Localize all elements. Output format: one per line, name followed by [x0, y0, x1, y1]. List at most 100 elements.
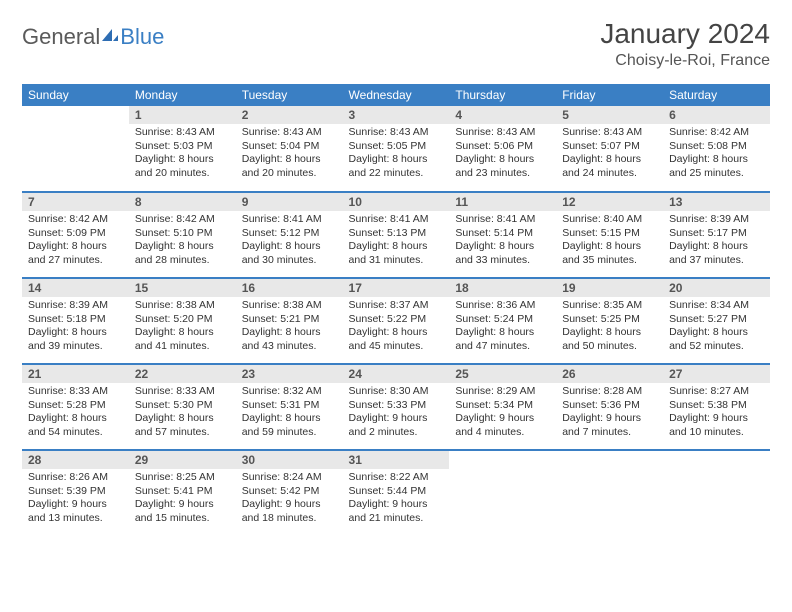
- calendar-day-cell: [22, 106, 129, 192]
- daylight-text: Daylight: 8 hours and 37 minutes.: [669, 240, 764, 267]
- calendar-day-cell: 1Sunrise: 8:43 AMSunset: 5:03 PMDaylight…: [129, 106, 236, 192]
- day-number: 24: [343, 365, 450, 383]
- day-number: 22: [129, 365, 236, 383]
- sunrise-text: Sunrise: 8:37 AM: [349, 299, 444, 313]
- day-number: 18: [449, 279, 556, 297]
- day-details: Sunrise: 8:30 AMSunset: 5:33 PMDaylight:…: [343, 383, 450, 444]
- sunset-text: Sunset: 5:13 PM: [349, 227, 444, 241]
- calendar-week-row: 1 Sunrise: 8:43 AM Sunset: 5:03 PM Daylight…: [22, 106, 770, 192]
- weekday-header: Wednesday: [343, 84, 450, 106]
- sunset-text: Sunset: 5:22 PM: [349, 313, 444, 327]
- day-details: Sunrise: 8:22 AMSunset: 5:44 PMDaylight:…: [343, 469, 450, 530]
- weekday-header: Friday: [556, 84, 663, 106]
- sunset-text: Sunset: 5:31 PM: [242, 399, 337, 413]
- day-number: 17: [343, 279, 450, 297]
- daylight-text: Daylight: 8 hours and 52 minutes.: [669, 326, 764, 353]
- calendar-day-cell: 6Sunrise: 8:42 AMSunset: 5:08 PMDaylight…: [663, 106, 770, 192]
- day-details: Sunrise: 8:27 AMSunset: 5:38 PMDaylight:…: [663, 383, 770, 444]
- calendar-day-cell: 9Sunrise: 8:41 AMSunset: 5:12 PMDaylight…: [236, 192, 343, 278]
- calendar-day-cell: [663, 450, 770, 536]
- daylight-text: Daylight: 8 hours and 35 minutes.: [562, 240, 657, 267]
- daylight-text: Daylight: 9 hours and 15 minutes.: [135, 498, 230, 525]
- sunrise-text: Sunrise: 8:32 AM: [242, 385, 337, 399]
- calendar-day-cell: 30Sunrise: 8:24 AMSunset: 5:42 PMDayligh…: [236, 450, 343, 536]
- calendar-day-cell: 25Sunrise: 8:29 AMSunset: 5:34 PMDayligh…: [449, 364, 556, 450]
- daylight-text: Daylight: 8 hours and 24 minutes.: [562, 153, 657, 180]
- day-details: Sunrise: 8:40 AMSunset: 5:15 PMDaylight:…: [556, 211, 663, 272]
- daylight-text: Daylight: 8 hours and 43 minutes.: [242, 326, 337, 353]
- daylight-text: Daylight: 8 hours and 59 minutes.: [242, 412, 337, 439]
- day-number: 29: [129, 451, 236, 469]
- day-details: Sunrise: 8:26 AMSunset: 5:39 PMDaylight:…: [22, 469, 129, 530]
- day-details: Sunrise: 8:42 AMSunset: 5:10 PMDaylight:…: [129, 211, 236, 272]
- day-number: 26: [556, 365, 663, 383]
- sunrise-text: Sunrise: 8:42 AM: [135, 213, 230, 227]
- sunrise-text: Sunrise: 8:27 AM: [669, 385, 764, 399]
- day-details: Sunrise: 8:42 AMSunset: 5:09 PMDaylight:…: [22, 211, 129, 272]
- location-label: Choisy-le-Roi, France: [600, 52, 770, 70]
- sunset-text: Sunset: 5:09 PM: [28, 227, 123, 241]
- sunset-text: Sunset: 5:21 PM: [242, 313, 337, 327]
- calendar-week-row: 7Sunrise: 8:42 AMSunset: 5:09 PMDaylight…: [22, 192, 770, 278]
- weekday-header: Monday: [129, 84, 236, 106]
- title-block: January 2024 Choisy-le-Roi, France: [600, 18, 770, 70]
- daylight-text: Daylight: 8 hours and 39 minutes.: [28, 326, 123, 353]
- sunset-text: Sunset: 5:20 PM: [135, 313, 230, 327]
- calendar-day-cell: 8Sunrise: 8:42 AMSunset: 5:10 PMDaylight…: [129, 192, 236, 278]
- day-number: 11: [449, 193, 556, 211]
- calendar-header-row: SundayMondayTuesdayWednesdayThursdayFrid…: [22, 84, 770, 106]
- sunset-text: Sunset: 5:06 PM: [455, 140, 550, 154]
- sunrise-text: Sunrise: 8:26 AM: [28, 471, 123, 485]
- day-details: Sunrise: 8:36 AMSunset: 5:24 PMDaylight:…: [449, 297, 556, 358]
- month-title: January 2024: [600, 18, 770, 50]
- day-number: 25: [449, 365, 556, 383]
- sunset-text: Sunset: 5:25 PM: [562, 313, 657, 327]
- day-details: Sunrise: 8:24 AMSunset: 5:42 PMDaylight:…: [236, 469, 343, 530]
- sunset-text: Sunset: 5:04 PM: [242, 140, 337, 154]
- day-details: Sunrise: 8:39 AMSunset: 5:17 PMDaylight:…: [663, 211, 770, 272]
- calendar-day-cell: 19Sunrise: 8:35 AMSunset: 5:25 PMDayligh…: [556, 278, 663, 364]
- day-details: Sunrise: 8:34 AMSunset: 5:27 PMDaylight:…: [663, 297, 770, 358]
- sunset-text: Sunset: 5:03 PM: [135, 140, 230, 154]
- daylight-text: Daylight: 8 hours and 22 minutes.: [349, 153, 444, 180]
- sunrise-text: Sunrise: 8:41 AM: [455, 213, 550, 227]
- calendar-day-cell: 5Sunrise: 8:43 AMSunset: 5:07 PMDaylight…: [556, 106, 663, 192]
- sunrise-text: Sunrise: 8:43 AM: [242, 126, 337, 140]
- brand-part2: Blue: [120, 24, 164, 50]
- day-details: Sunrise: 8:33 AMSunset: 5:30 PMDaylight:…: [129, 383, 236, 444]
- sunset-text: Sunset: 5:27 PM: [669, 313, 764, 327]
- day-number: 13: [663, 193, 770, 211]
- day-number: 3: [343, 106, 450, 124]
- day-number: 30: [236, 451, 343, 469]
- daylight-text: Daylight: 8 hours and 28 minutes.: [135, 240, 230, 267]
- calendar-day-cell: [449, 450, 556, 536]
- day-details: Sunrise: 8:42 AMSunset: 5:08 PMDaylight:…: [663, 124, 770, 185]
- day-details: Sunrise: 8:41 AMSunset: 5:12 PMDaylight:…: [236, 211, 343, 272]
- day-number: 12: [556, 193, 663, 211]
- calendar-week-row: 14Sunrise: 8:39 AMSunset: 5:18 PMDayligh…: [22, 278, 770, 364]
- day-number: 15: [129, 279, 236, 297]
- calendar-day-cell: 23 Sunrise: 8:32 AMSunset: 5:31 PMDayligh…: [236, 364, 343, 450]
- brand-part1: General: [22, 24, 100, 50]
- sunrise-text: Sunrise: 8:28 AM: [562, 385, 657, 399]
- calendar-week-row: 21Sunrise: 8:33 AMSunset: 5:28 PMDayligh…: [22, 364, 770, 450]
- sunrise-text: Sunrise: 8:30 AM: [349, 385, 444, 399]
- daylight-text: Daylight: 9 hours and 10 minutes.: [669, 412, 764, 439]
- sunset-text: Sunset: 5:18 PM: [28, 313, 123, 327]
- calendar-day-cell: 10Sunrise: 8:41 AMSunset: 5:13 PMDayligh…: [343, 192, 450, 278]
- sunrise-text: Sunrise: 8:42 AM: [669, 126, 764, 140]
- daylight-text: Daylight: 8 hours and 23 minutes.: [455, 153, 550, 180]
- day-number: 23: [236, 365, 343, 383]
- weekday-header: Thursday: [449, 84, 556, 106]
- day-number: 27: [663, 365, 770, 383]
- sunset-text: Sunset: 5:30 PM: [135, 399, 230, 413]
- day-number: 1: [129, 106, 236, 124]
- daylight-text: Daylight: 8 hours and 20 minutes.: [242, 153, 337, 180]
- calendar-day-cell: 16Sunrise: 8:38 AMSunset: 5:21 PMDayligh…: [236, 278, 343, 364]
- calendar-day-cell: 21Sunrise: 8:33 AMSunset: 5:28 PMDayligh…: [22, 364, 129, 450]
- calendar-day-cell: 17Sunrise: 8:37 AMSunset: 5:22 PMDayligh…: [343, 278, 450, 364]
- sunrise-text: Sunrise: 8:43 AM: [349, 126, 444, 140]
- sunrise-text: Sunrise: 8:39 AM: [669, 213, 764, 227]
- sunset-text: Sunset: 5:14 PM: [455, 227, 550, 241]
- day-details: Sunrise: 8:41 AMSunset: 5:13 PMDaylight:…: [343, 211, 450, 272]
